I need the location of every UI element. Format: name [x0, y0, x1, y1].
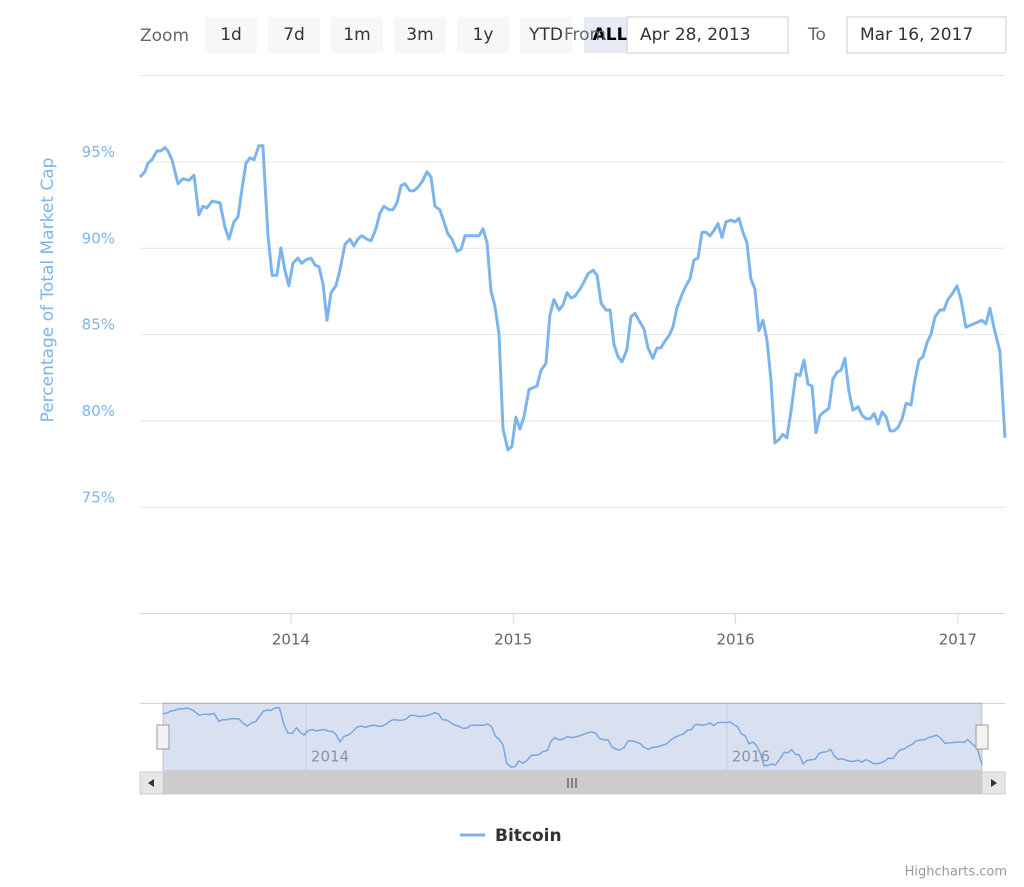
range-button-label[interactable]: 1y — [473, 25, 494, 45]
range-button[interactable] — [394, 17, 446, 53]
y-tick-label: 95% — [82, 143, 115, 161]
range-button-label[interactable]: 7d — [283, 25, 305, 45]
y-tick-label: 90% — [82, 229, 115, 247]
range-button-label[interactable]: YTD — [528, 25, 563, 45]
legend-label[interactable]: Bitcoin — [495, 826, 562, 846]
range-button[interactable] — [520, 17, 572, 53]
range-button-label[interactable]: 1m — [343, 25, 370, 45]
y-tick-label: 80% — [82, 402, 115, 420]
range-button-label[interactable]: 1d — [220, 25, 242, 45]
from-input[interactable] — [626, 16, 789, 54]
range-button-label[interactable]: ALL — [593, 25, 628, 45]
y-tick-label: 85% — [82, 316, 115, 334]
navigator-handle[interactable] — [975, 724, 989, 750]
x-tick-label: 2017 — [939, 631, 977, 649]
to-value[interactable]: Mar 16, 2017 — [860, 25, 973, 45]
credits[interactable]: Highcharts.com — [905, 865, 1007, 880]
navigator-tick-label: 2014 — [311, 748, 349, 766]
range-button[interactable] — [268, 17, 320, 53]
to-input[interactable] — [846, 16, 1007, 54]
y-axis-title: Percentage of Total Market Cap — [38, 158, 58, 423]
x-tick-label: 2014 — [272, 631, 310, 649]
x-tick-label: 2015 — [494, 631, 532, 649]
navigator-line — [162, 706, 983, 769]
from-label: From — [564, 25, 606, 45]
range-button[interactable] — [457, 17, 509, 53]
range-button-label[interactable]: 3m — [406, 25, 433, 45]
y-tick-label: 75% — [82, 488, 115, 506]
navigator-mask[interactable] — [162, 702, 983, 772]
arrow-left — [148, 779, 154, 787]
zoom-label: Zoom — [140, 26, 189, 46]
from-value[interactable]: Apr 28, 2013 — [640, 25, 751, 45]
x-tick-label: 2016 — [716, 631, 754, 649]
arrow-right — [991, 779, 997, 787]
navigator-handle[interactable] — [156, 724, 170, 750]
range-button[interactable] — [331, 17, 383, 53]
to-label: To — [807, 25, 826, 45]
series-line — [138, 144, 1007, 452]
range-button[interactable] — [205, 17, 257, 53]
